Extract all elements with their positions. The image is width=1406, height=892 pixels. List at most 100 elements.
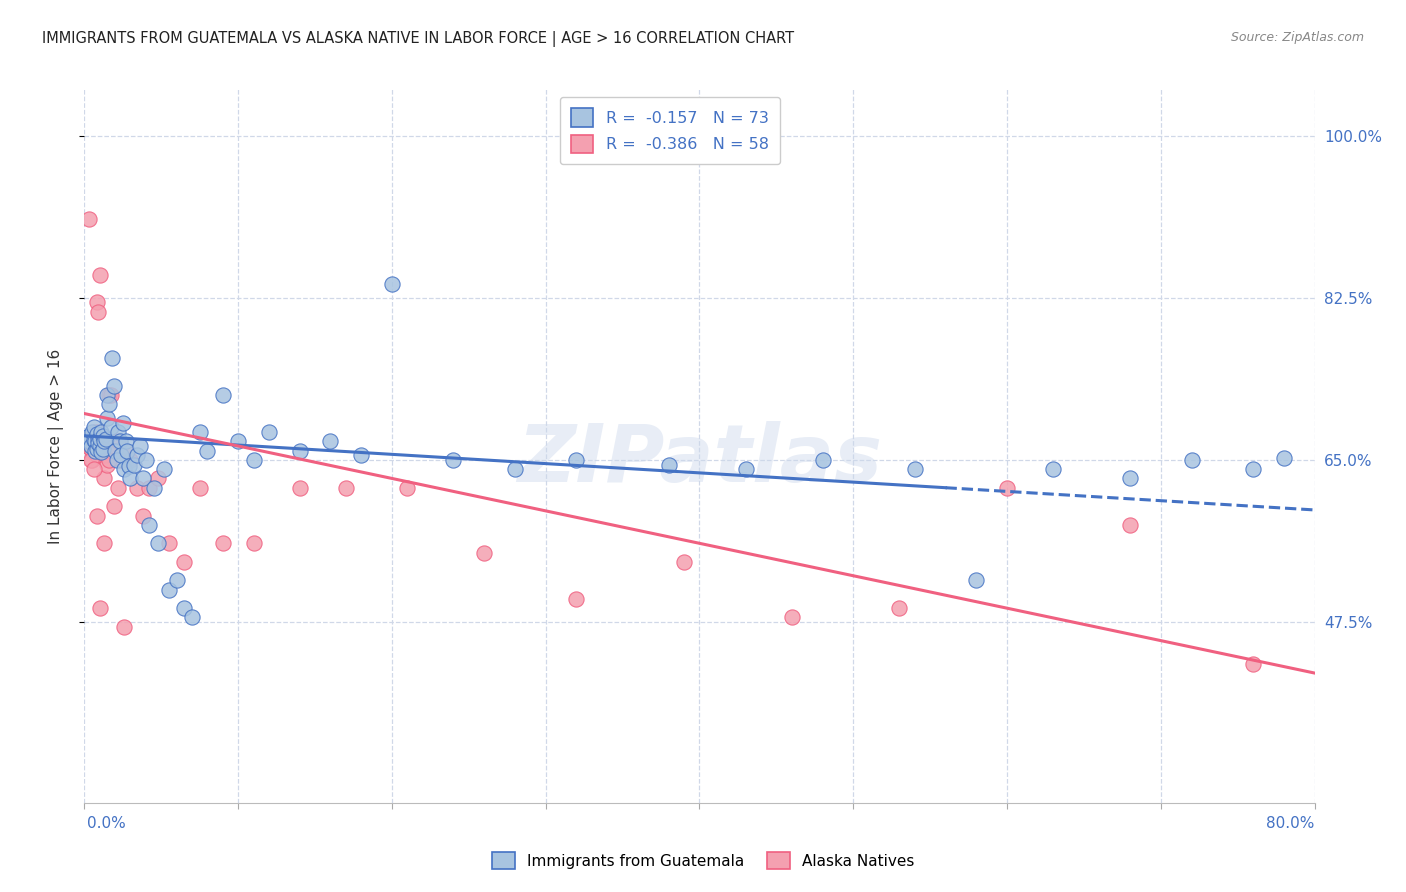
Point xyxy=(89,434,111,449)
Point xyxy=(173,601,195,615)
Point xyxy=(1042,462,1064,476)
Point xyxy=(472,545,495,559)
Legend: Immigrants from Guatemala, Alaska Natives: Immigrants from Guatemala, Alaska Native… xyxy=(485,846,921,875)
Point xyxy=(157,536,180,550)
Point xyxy=(79,430,101,444)
Point xyxy=(107,481,129,495)
Point xyxy=(188,481,211,495)
Y-axis label: In Labor Force | Age > 16: In Labor Force | Age > 16 xyxy=(48,349,63,543)
Point xyxy=(242,536,264,550)
Point xyxy=(132,508,155,523)
Point xyxy=(87,304,110,318)
Point xyxy=(90,445,112,459)
Point xyxy=(135,453,157,467)
Point xyxy=(142,481,165,495)
Point xyxy=(86,508,108,523)
Point xyxy=(84,434,107,449)
Point xyxy=(91,442,114,456)
Point xyxy=(211,536,233,550)
Point xyxy=(565,453,588,467)
Point xyxy=(1241,462,1264,476)
Point xyxy=(148,471,170,485)
Point xyxy=(1181,453,1204,467)
Point xyxy=(335,481,357,495)
Point xyxy=(83,433,105,447)
Point xyxy=(381,277,404,291)
Legend: R =  -0.157   N = 73, R =  -0.386   N = 58: R = -0.157 N = 73, R = -0.386 N = 58 xyxy=(560,97,780,164)
Point xyxy=(396,481,419,495)
Point xyxy=(89,601,111,615)
Point xyxy=(87,425,110,439)
Point xyxy=(91,439,114,453)
Point xyxy=(120,453,142,467)
Point xyxy=(104,443,127,458)
Point xyxy=(107,425,129,439)
Point xyxy=(125,481,148,495)
Point xyxy=(86,448,108,462)
Point xyxy=(93,434,115,449)
Point xyxy=(242,453,264,467)
Text: ZIPatlas: ZIPatlas xyxy=(517,421,882,500)
Point xyxy=(79,439,101,453)
Point xyxy=(91,429,114,443)
Point xyxy=(288,481,311,495)
Point xyxy=(86,295,108,310)
Point xyxy=(98,397,121,411)
Point xyxy=(90,443,112,458)
Point xyxy=(89,439,111,453)
Point xyxy=(658,458,681,472)
Point xyxy=(93,536,115,550)
Point xyxy=(995,481,1018,495)
Point xyxy=(96,458,118,472)
Point xyxy=(148,536,170,550)
Point xyxy=(132,471,155,485)
Point xyxy=(86,442,108,456)
Point xyxy=(86,426,108,441)
Point xyxy=(94,448,117,462)
Point xyxy=(90,425,112,439)
Text: 0.0%: 0.0% xyxy=(87,816,127,831)
Point xyxy=(503,462,526,476)
Point xyxy=(112,462,135,476)
Point xyxy=(96,411,118,425)
Point xyxy=(904,462,927,476)
Point xyxy=(108,434,131,449)
Point xyxy=(1272,451,1295,466)
Point xyxy=(110,448,132,462)
Point xyxy=(173,555,195,569)
Text: IMMIGRANTS FROM GUATEMALA VS ALASKA NATIVE IN LABOR FORCE | AGE > 16 CORRELATION: IMMIGRANTS FROM GUATEMALA VS ALASKA NATI… xyxy=(42,31,794,47)
Point xyxy=(138,481,160,495)
Point xyxy=(211,388,233,402)
Point xyxy=(84,443,107,458)
Point xyxy=(120,471,142,485)
Text: Source: ZipAtlas.com: Source: ZipAtlas.com xyxy=(1230,31,1364,45)
Point xyxy=(811,453,834,467)
Point xyxy=(107,434,129,449)
Point xyxy=(101,443,124,458)
Point xyxy=(157,582,180,597)
Point xyxy=(115,434,138,449)
Point xyxy=(98,388,121,402)
Point xyxy=(350,448,373,462)
Point xyxy=(100,388,122,402)
Point xyxy=(226,434,249,449)
Point xyxy=(83,462,105,476)
Point xyxy=(84,434,107,449)
Point xyxy=(117,443,139,458)
Point xyxy=(122,458,145,472)
Point xyxy=(77,434,100,449)
Point xyxy=(87,436,110,450)
Point xyxy=(76,430,98,444)
Point xyxy=(197,443,219,458)
Point xyxy=(83,439,105,453)
Point xyxy=(112,620,135,634)
Point xyxy=(1241,657,1264,671)
Point xyxy=(288,443,311,458)
Point xyxy=(76,439,98,453)
Point xyxy=(80,443,103,458)
Point xyxy=(77,434,100,449)
Point xyxy=(111,416,134,430)
Point xyxy=(83,420,105,434)
Text: 80.0%: 80.0% xyxy=(1267,816,1315,831)
Point xyxy=(115,443,138,458)
